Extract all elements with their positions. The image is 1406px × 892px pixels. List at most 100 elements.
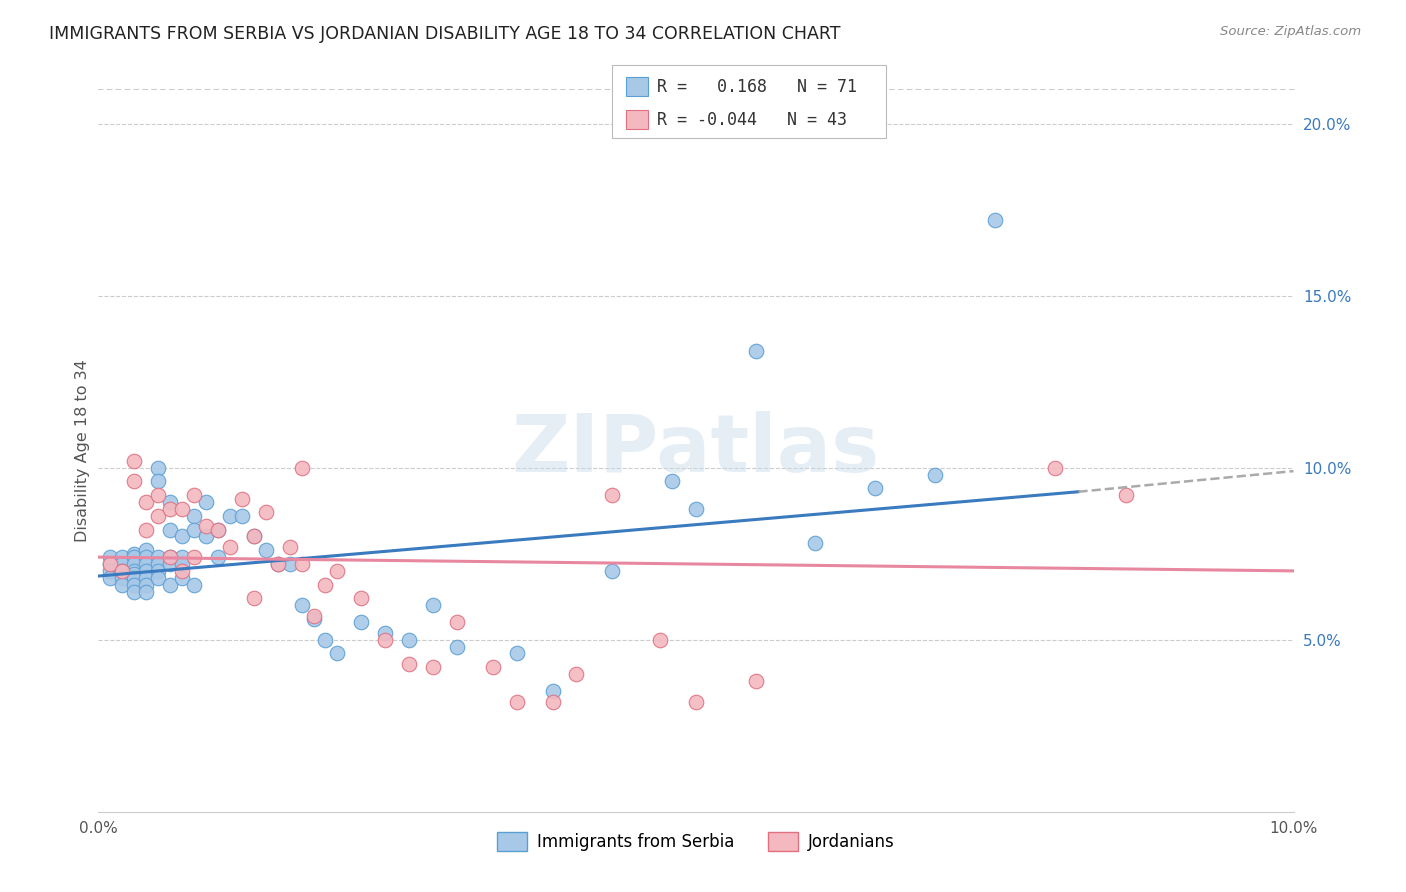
Point <box>231 491 253 506</box>
Point <box>124 557 146 571</box>
Point <box>446 640 468 654</box>
Point <box>172 529 194 543</box>
Point <box>291 599 314 613</box>
Point <box>541 695 564 709</box>
Point <box>267 557 290 571</box>
Point <box>98 550 122 565</box>
Point <box>195 529 218 543</box>
Point <box>482 660 505 674</box>
Point <box>135 577 157 591</box>
Point <box>159 557 181 571</box>
Point <box>243 529 266 543</box>
Point <box>183 550 205 565</box>
Point <box>422 660 444 674</box>
Point <box>148 488 170 502</box>
Point <box>159 495 181 509</box>
Point <box>172 550 194 565</box>
Text: ZIPatlas: ZIPatlas <box>512 411 880 490</box>
Point <box>98 564 122 578</box>
Point <box>602 488 624 502</box>
Point <box>326 647 349 661</box>
Y-axis label: Disability Age 18 to 34: Disability Age 18 to 34 <box>75 359 90 541</box>
Point <box>135 571 157 585</box>
Point <box>135 550 157 565</box>
Point <box>565 667 588 681</box>
Point <box>924 467 946 482</box>
Point <box>172 557 194 571</box>
Point <box>745 673 768 688</box>
Point <box>745 343 768 358</box>
Point <box>159 550 181 565</box>
Point <box>111 564 134 578</box>
Point <box>207 523 229 537</box>
Point <box>148 508 170 523</box>
Point <box>243 529 266 543</box>
Point <box>124 550 146 565</box>
Point <box>98 557 122 571</box>
Point <box>172 564 194 578</box>
Point <box>172 502 194 516</box>
Point <box>111 564 134 578</box>
Point <box>111 557 134 571</box>
Point <box>541 684 564 698</box>
Point <box>661 475 683 489</box>
Point <box>195 519 218 533</box>
Text: IMMIGRANTS FROM SERBIA VS JORDANIAN DISABILITY AGE 18 TO 34 CORRELATION CHART: IMMIGRANTS FROM SERBIA VS JORDANIAN DISA… <box>49 25 841 43</box>
Point <box>124 577 146 591</box>
Point <box>124 475 146 489</box>
Point <box>1043 460 1066 475</box>
Point <box>650 632 672 647</box>
Point <box>1115 488 1137 502</box>
Point <box>350 615 373 630</box>
Point <box>183 508 205 523</box>
Point <box>374 632 396 647</box>
Point <box>291 557 314 571</box>
Point <box>124 584 146 599</box>
Point <box>111 550 134 565</box>
Text: R = -0.044   N = 43: R = -0.044 N = 43 <box>657 111 846 128</box>
Point <box>124 564 146 578</box>
Point <box>315 577 337 591</box>
Point <box>159 502 181 516</box>
Point <box>98 571 122 585</box>
Point <box>111 577 134 591</box>
Point <box>195 495 218 509</box>
Point <box>148 564 170 578</box>
Point <box>135 495 157 509</box>
Text: Source: ZipAtlas.com: Source: ZipAtlas.com <box>1220 25 1361 38</box>
Point <box>685 502 707 516</box>
Point <box>207 550 229 565</box>
Point <box>183 523 205 537</box>
Point <box>267 557 290 571</box>
Point <box>148 571 170 585</box>
Point <box>124 567 146 582</box>
Point <box>124 547 146 561</box>
Text: R =   0.168   N = 71: R = 0.168 N = 71 <box>657 78 856 95</box>
Point <box>135 523 157 537</box>
Point <box>243 591 266 606</box>
Point <box>804 536 827 550</box>
Point <box>148 557 170 571</box>
Point <box>506 695 529 709</box>
Point <box>302 608 325 623</box>
Point <box>172 571 194 585</box>
Point <box>183 577 205 591</box>
Point <box>506 647 529 661</box>
Point <box>446 615 468 630</box>
Point <box>422 599 444 613</box>
Point <box>111 571 134 585</box>
Point <box>219 508 242 523</box>
Point <box>865 481 887 495</box>
Point <box>231 508 253 523</box>
Point <box>183 488 205 502</box>
Point <box>398 632 420 647</box>
Point <box>135 584 157 599</box>
Legend: Immigrants from Serbia, Jordanians: Immigrants from Serbia, Jordanians <box>491 825 901 857</box>
Point <box>98 557 122 571</box>
Point <box>278 540 301 554</box>
Point <box>350 591 373 606</box>
Point <box>278 557 301 571</box>
Point <box>398 657 420 671</box>
Point <box>374 625 396 640</box>
Point <box>159 550 181 565</box>
